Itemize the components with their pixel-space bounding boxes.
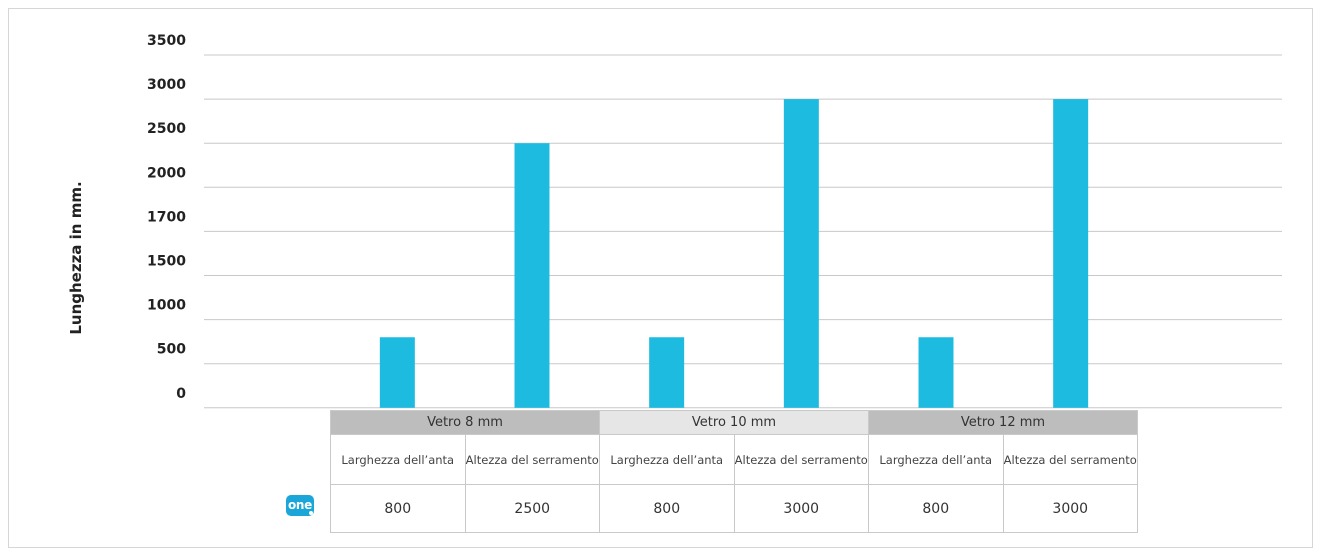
value-cell: 800 bbox=[599, 484, 735, 533]
value-cell: 3000 bbox=[1002, 484, 1138, 533]
y-tick-label: 0 bbox=[176, 386, 186, 402]
bar bbox=[918, 337, 954, 408]
y-tick-labels: 0 500 1000 1500 1700 2000 2500 3000 3500 bbox=[147, 33, 186, 402]
group-header-vetro-12: Vetro 12 mm bbox=[868, 410, 1138, 435]
y-axis-label: Lunghezza in mm. bbox=[67, 181, 85, 334]
data-table: Vetro 8 mm Vetro 10 mm Vetro 12 mm Largh… bbox=[330, 410, 1138, 533]
y-tick-label: 1000 bbox=[147, 298, 186, 314]
column-label: Larghezza dell’anta bbox=[330, 434, 466, 485]
one-logo: one bbox=[286, 495, 314, 516]
y-tick-label: 3000 bbox=[147, 77, 186, 93]
logo-text: one bbox=[287, 498, 313, 512]
group-header-vetro-8: Vetro 8 mm bbox=[330, 410, 600, 435]
column-label: Larghezza dell’anta bbox=[599, 434, 735, 485]
y-tick-label: 1500 bbox=[147, 254, 186, 270]
y-tick-label: 3500 bbox=[147, 33, 186, 49]
value-cell: 800 bbox=[868, 484, 1004, 533]
value-row: 800 2500 800 3000 800 3000 bbox=[330, 484, 1138, 533]
bar bbox=[514, 143, 550, 408]
gridlines bbox=[204, 54, 1282, 409]
column-label: Altezza del serramento bbox=[1002, 434, 1138, 485]
y-tick-label: 2500 bbox=[147, 121, 186, 137]
bar bbox=[783, 99, 819, 408]
value-cell: 3000 bbox=[733, 484, 869, 533]
group-header-vetro-10: Vetro 10 mm bbox=[599, 410, 869, 435]
y-tick-label: 1700 bbox=[147, 209, 186, 225]
column-label: Altezza del serramento bbox=[464, 434, 600, 485]
y-tick-label: 500 bbox=[157, 342, 186, 358]
bar bbox=[1053, 99, 1089, 408]
bars bbox=[379, 99, 1089, 408]
bar bbox=[649, 337, 685, 408]
y-tick-label: 2000 bbox=[147, 165, 186, 181]
column-label-row: Larghezza dell’anta Altezza del serramen… bbox=[330, 434, 1138, 485]
column-label: Larghezza dell’anta bbox=[868, 434, 1004, 485]
column-label: Altezza del serramento bbox=[733, 434, 869, 485]
value-cell: 2500 bbox=[464, 484, 600, 533]
logo-mark-icon bbox=[309, 511, 313, 515]
group-header-row: Vetro 8 mm Vetro 10 mm Vetro 12 mm bbox=[330, 410, 1138, 435]
value-cell: 800 bbox=[330, 484, 466, 533]
bar bbox=[379, 337, 415, 408]
